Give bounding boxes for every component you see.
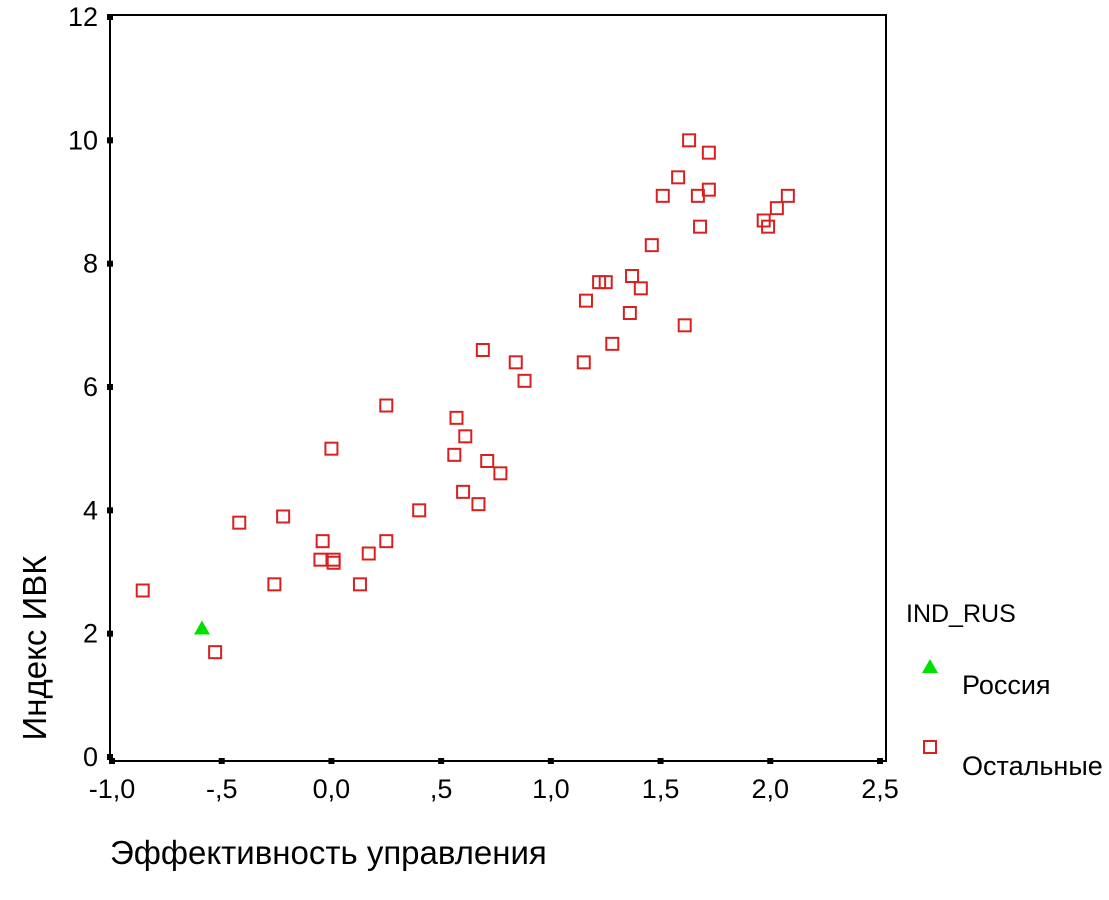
y-tick-mark bbox=[107, 754, 113, 760]
data-point-square bbox=[326, 555, 341, 570]
x-tick-label: 1,5 bbox=[642, 774, 680, 804]
data-point-square bbox=[625, 269, 640, 283]
data-point-square bbox=[475, 343, 490, 357]
x-tick-label: 2,5 bbox=[861, 774, 899, 804]
data-point-square bbox=[693, 219, 708, 234]
data-point-square bbox=[449, 410, 464, 425]
x-tick-label: -1,0 bbox=[89, 774, 136, 804]
x-tick-mark bbox=[438, 758, 445, 764]
data-point-square bbox=[313, 552, 328, 567]
x-tick-mark bbox=[767, 758, 774, 764]
y-tick-mark bbox=[107, 14, 113, 20]
data-point-square bbox=[677, 318, 692, 333]
data-point-square bbox=[578, 293, 593, 308]
data-point-square bbox=[622, 306, 637, 320]
y-tick-label: 10 bbox=[68, 125, 98, 155]
y-tick-mark bbox=[107, 384, 113, 390]
data-point-square bbox=[701, 145, 716, 160]
data-point-square bbox=[701, 182, 716, 197]
x-tick-mark bbox=[547, 758, 554, 764]
data-point-square bbox=[379, 534, 394, 549]
data-point-square bbox=[517, 373, 532, 388]
data-point-square bbox=[232, 515, 247, 530]
x-axis-title: Эффективность управления bbox=[110, 834, 547, 871]
data-point-square bbox=[480, 454, 495, 468]
data-point-square bbox=[456, 484, 471, 499]
x-tick-label: 2,0 bbox=[752, 774, 790, 804]
y-tick-mark bbox=[107, 630, 113, 637]
legend-marker bbox=[922, 659, 938, 673]
x-tick-mark bbox=[328, 758, 335, 764]
y-tick-label: 2 bbox=[83, 619, 98, 649]
data-point-square bbox=[458, 429, 473, 444]
data-point-square bbox=[493, 466, 508, 481]
data-point-square bbox=[633, 281, 648, 296]
legend-entry-label: Остальные bbox=[962, 751, 1103, 781]
y-tick-label: 8 bbox=[83, 249, 98, 279]
data-point-square bbox=[644, 238, 659, 253]
data-point-square bbox=[361, 546, 376, 561]
x-tick-label: 0,0 bbox=[313, 774, 351, 804]
data-point-square bbox=[208, 645, 223, 660]
data-point-square bbox=[471, 497, 486, 512]
data-point-square bbox=[315, 534, 330, 549]
x-tick-mark bbox=[109, 758, 115, 764]
x-tick-label: -,5 bbox=[206, 774, 238, 804]
y-tick-mark bbox=[107, 260, 113, 267]
y-tick-label: 6 bbox=[83, 372, 98, 402]
y-tick-label: 12 bbox=[68, 2, 98, 32]
chart-marks: 0 2 4 6 8 10 12 -1,0 -,5 0,0 ,5 1,0 1,5 2,0 2,5 bbox=[68, 2, 899, 804]
x-tick-label: 1,0 bbox=[532, 774, 570, 804]
data-point-square bbox=[324, 441, 339, 456]
y-tick-mark bbox=[107, 507, 113, 514]
data-point-square bbox=[267, 577, 282, 592]
data-point-square bbox=[135, 583, 150, 598]
data-point-square bbox=[682, 133, 697, 148]
x-tick-mark bbox=[657, 758, 664, 764]
y-tick-mark bbox=[107, 137, 113, 144]
y-axis-title: Индекс ИВК bbox=[16, 555, 53, 741]
data-point-square bbox=[769, 201, 784, 216]
x-tick-mark bbox=[218, 758, 225, 764]
data-point-square bbox=[605, 336, 620, 351]
data-point-square bbox=[352, 577, 367, 592]
y-tick-label: 0 bbox=[83, 742, 98, 772]
data-point-square bbox=[598, 275, 613, 290]
x-tick-mark bbox=[877, 758, 883, 764]
data-point-square bbox=[412, 503, 427, 518]
legend-marker bbox=[923, 740, 937, 754]
data-point-square bbox=[671, 170, 686, 185]
data-point-square bbox=[761, 219, 776, 234]
x-tick-label: ,5 bbox=[430, 774, 453, 804]
data-point-square bbox=[576, 355, 591, 370]
data-point-square bbox=[447, 447, 462, 462]
y-tick-label: 4 bbox=[83, 495, 98, 525]
data-point-square bbox=[326, 552, 341, 567]
data-point-triangle bbox=[193, 620, 210, 635]
data-point-square bbox=[655, 188, 670, 203]
plot-area-frame bbox=[109, 14, 887, 762]
data-point-square bbox=[276, 509, 291, 524]
legend-title: IND_RUS bbox=[906, 600, 1016, 628]
legend: IND_RUS Россия Остальные bbox=[906, 600, 1103, 781]
data-point-square bbox=[780, 188, 795, 203]
legend-entries: Россия Остальные bbox=[922, 659, 1103, 781]
data-point-square bbox=[379, 398, 394, 413]
legend-entry-label: Россия bbox=[962, 670, 1051, 700]
data-point-square bbox=[508, 355, 523, 370]
